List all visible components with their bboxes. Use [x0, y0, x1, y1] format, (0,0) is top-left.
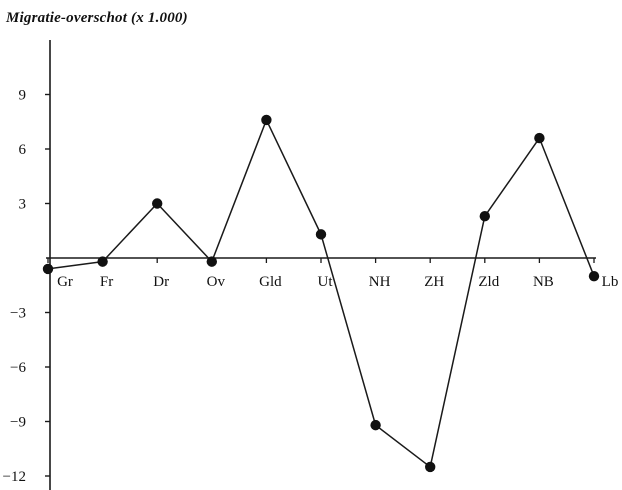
data-point-zld — [479, 211, 490, 222]
data-point-gld — [261, 114, 272, 126]
x-tick-label: Ov — [207, 274, 226, 290]
data-point-nb — [534, 132, 545, 144]
x-tick-label: ZH — [424, 274, 444, 290]
x-tick-label: Gld — [259, 274, 282, 290]
x-tick-label: Zld — [478, 274, 499, 290]
y-tick-label: 3 — [19, 197, 27, 213]
y-tick-label: −12 — [3, 469, 26, 485]
x-tick-label: Dr — [153, 274, 169, 290]
labels-group: −12 −9 −6 −3 3 6 9 Gr Fr Dr Ov Gld Ut NH ZH Zld NB Lb — [3, 88, 619, 486]
y-tick-label: −9 — [10, 415, 26, 431]
x-tick-label: NB — [533, 274, 554, 290]
data-point-lb — [588, 270, 600, 282]
data-point-gr — [42, 263, 54, 275]
x-tick-label: NH — [369, 274, 391, 290]
data-point-nh — [370, 419, 381, 431]
data-point-dr — [152, 198, 163, 209]
x-tick-label: Lb — [602, 274, 619, 290]
data-point-zh — [425, 461, 436, 473]
y-tick-label: 9 — [19, 88, 27, 104]
x-tick-label: Ut — [318, 274, 334, 290]
data-point-fr — [97, 256, 108, 267]
y-tick-label: −6 — [10, 360, 26, 376]
data-point-ut — [315, 229, 327, 240]
axes — [45, 40, 596, 490]
data-point-ov — [206, 256, 217, 267]
series-line — [47, 119, 595, 468]
chart-title: Migratie-overschot (x 1.000) — [6, 10, 188, 26]
y-tick-label: −3 — [10, 306, 26, 322]
y-tick-label: 6 — [19, 142, 27, 158]
series-group — [42, 114, 600, 473]
x-tick-label: Fr — [100, 274, 113, 290]
x-tick-label: Gr — [57, 274, 73, 290]
